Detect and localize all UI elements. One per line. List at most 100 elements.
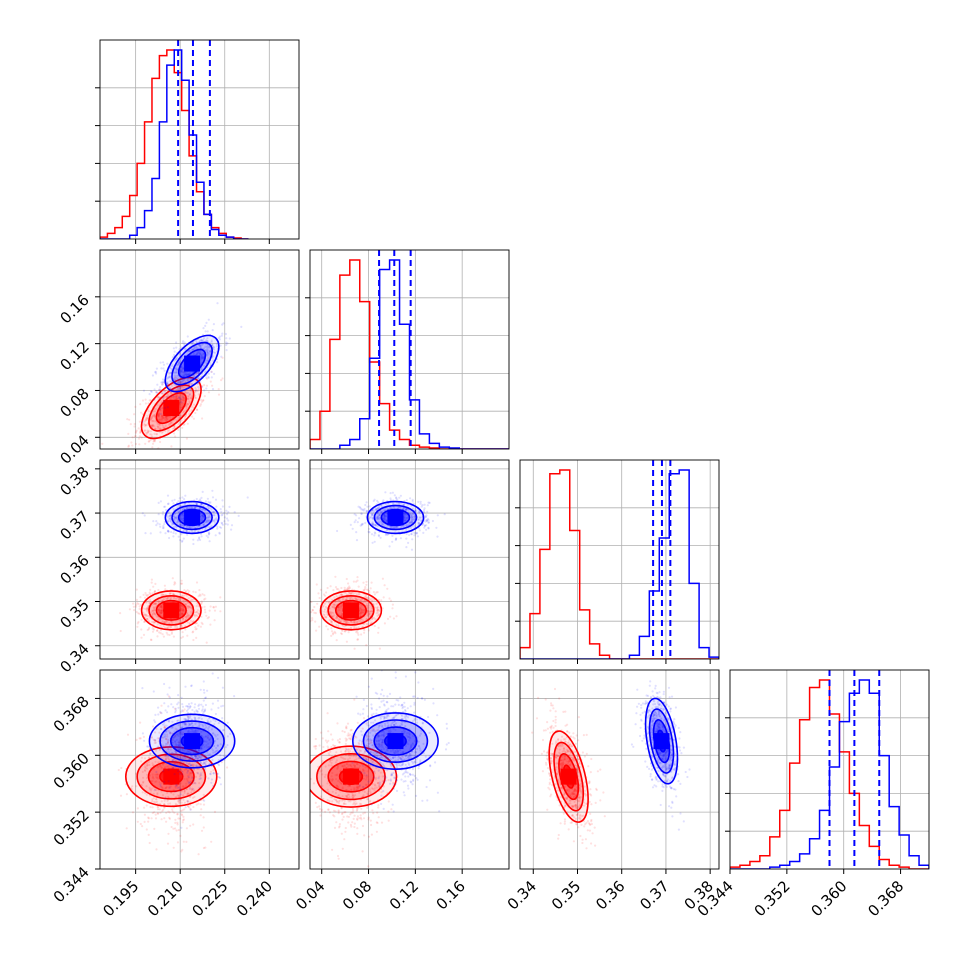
- sample-point: [119, 629, 122, 633]
- sample-point: [184, 718, 187, 721]
- sample-point: [151, 773, 154, 776]
- sample-point: [357, 592, 360, 596]
- sample-point: [187, 526, 190, 529]
- sample-point: [186, 613, 189, 616]
- sample-point: [206, 497, 209, 500]
- sample-point: [206, 345, 209, 348]
- sample-point: [130, 788, 133, 791]
- sample-point: [322, 613, 325, 616]
- sample-point: [425, 519, 428, 522]
- sample-point: [400, 502, 403, 505]
- sample-point: [184, 494, 187, 497]
- sample-point: [200, 774, 203, 777]
- sample-point: [181, 604, 184, 607]
- sample-point: [367, 530, 370, 533]
- sample-point: [200, 353, 204, 356]
- sample-point: [219, 508, 222, 511]
- sample-point: [145, 607, 149, 610]
- sample-point: [167, 423, 171, 426]
- sample-point: [314, 620, 317, 623]
- sample-point: [197, 351, 200, 354]
- sample-point: [396, 498, 399, 501]
- sample-point: [175, 369, 178, 372]
- sample-point: [178, 398, 181, 401]
- sample-point: [170, 421, 173, 424]
- sample-point: [178, 497, 181, 500]
- sample-point: [423, 508, 426, 512]
- sample-point: [348, 592, 351, 595]
- sample-point: [207, 500, 210, 503]
- sample-point: [179, 523, 182, 526]
- sample-point: [193, 751, 196, 754]
- sample-point: [156, 776, 159, 779]
- sample-point: [207, 507, 210, 510]
- sample-point: [216, 361, 219, 364]
- sample-point: [159, 802, 162, 806]
- sample-point: [197, 393, 200, 396]
- sample-point: [347, 622, 350, 625]
- sample-point: [161, 392, 164, 395]
- sample-point: [166, 626, 169, 629]
- sample-point: [162, 624, 165, 628]
- sample-point: [183, 502, 187, 505]
- sample-point: [142, 633, 146, 637]
- sample-point: [145, 764, 149, 767]
- sample-point: [203, 608, 207, 611]
- sample-point: [214, 605, 217, 608]
- sample-point: [137, 620, 140, 624]
- sample-point: [216, 525, 219, 528]
- sample-point: [202, 524, 205, 527]
- sample-point: [174, 735, 177, 738]
- sample-point: [152, 611, 155, 615]
- sample-point: [366, 613, 369, 616]
- sample-point: [182, 397, 185, 400]
- sample-point: [173, 735, 176, 738]
- sample-point: [331, 615, 334, 618]
- sample-point: [157, 414, 160, 417]
- sample-point: [155, 773, 158, 776]
- sample-point: [418, 516, 421, 519]
- sample-point: [367, 606, 370, 609]
- sample-point: [212, 346, 215, 349]
- sample-point: [190, 349, 193, 352]
- sample-point: [173, 376, 176, 379]
- sample-point: [147, 833, 150, 837]
- sample-point: [371, 617, 374, 620]
- sample-point: [154, 741, 157, 744]
- sample-point: [196, 372, 199, 375]
- sample-point: [183, 790, 186, 793]
- sample-point: [177, 381, 180, 384]
- sample-point: [157, 395, 160, 398]
- sample-point: [147, 756, 151, 759]
- sample-point: [200, 829, 204, 832]
- sample-point: [382, 515, 385, 519]
- sample-point: [186, 373, 189, 376]
- sample-point: [195, 756, 198, 759]
- sample-point: [426, 520, 429, 523]
- sample-point: [145, 776, 149, 780]
- sample-point: [212, 348, 216, 351]
- sample-point: [210, 370, 213, 373]
- sample-point: [166, 362, 169, 365]
- sample-point: [152, 423, 155, 427]
- sample-point: [212, 323, 215, 326]
- sample-point: [175, 395, 178, 398]
- sample-point: [145, 617, 148, 620]
- sample-point: [220, 521, 223, 524]
- sample-point: [191, 775, 194, 779]
- sample-point: [209, 762, 212, 765]
- sample-point: [167, 729, 170, 733]
- sample-point: [353, 620, 356, 623]
- sample-point: [177, 417, 180, 420]
- sample-point: [163, 389, 166, 392]
- sample-point: [169, 391, 173, 394]
- sample-point: [179, 387, 182, 390]
- sample-point: [177, 510, 180, 513]
- sample-point: [164, 709, 167, 712]
- sample-point: [185, 590, 188, 593]
- sample-point: [209, 350, 212, 353]
- sample-point: [182, 411, 185, 414]
- sample-point: [167, 758, 170, 761]
- histogram-panel: [305, 249, 510, 454]
- sample-point: [203, 384, 206, 387]
